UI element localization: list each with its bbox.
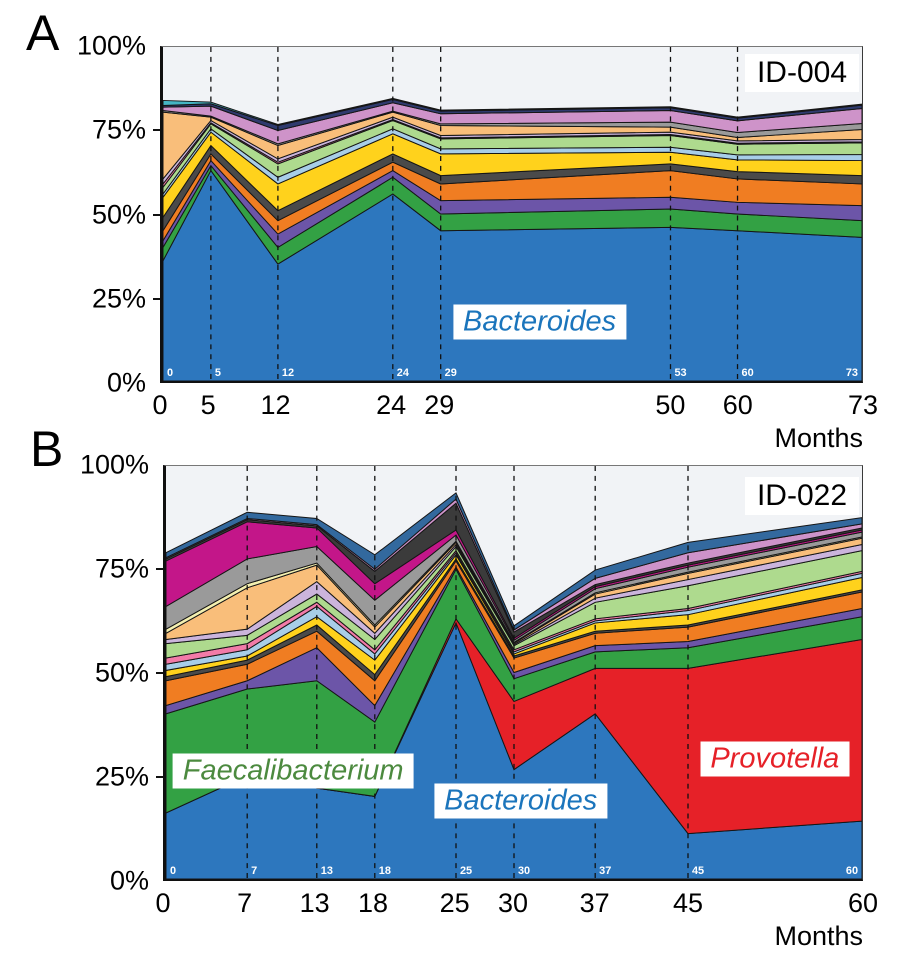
x-tick-label-b-25: 25	[439, 888, 470, 918]
inner-month-label: 0	[167, 367, 173, 379]
panel-b-plot: 0 7 13 18 25 30 37 45 60	[163, 465, 863, 881]
panel-a-letter: A	[26, 5, 60, 61]
x-tick-label-a-5: 5	[200, 390, 216, 420]
y-tick-mark	[153, 213, 160, 216]
x-tick-label-b-30: 30	[497, 888, 529, 918]
x-tick-label-b-37: 37	[579, 888, 610, 918]
y-tick-label-a-25: 25%	[91, 283, 146, 314]
x-tick-label-b-18: 18	[357, 888, 389, 918]
inner-month-label: 30	[518, 865, 530, 877]
inner-month-label: 45	[692, 865, 704, 877]
panel-a-id-badge: ID-004	[744, 54, 859, 92]
y-tick-label-b-75: 75%	[94, 553, 149, 584]
inner-month-label: 18	[379, 865, 391, 877]
y-tick-mark	[153, 297, 160, 300]
y-tick-label-a-0: 0%	[106, 367, 146, 398]
x-tick-label-b-0: 0	[155, 888, 171, 918]
x-tick-label-a-24: 24	[376, 390, 407, 420]
inner-month-label: 25	[460, 865, 472, 877]
area-steel-blue	[166, 492, 862, 631]
inner-month-label: 53	[674, 367, 686, 379]
y-tick-label-b-25: 25%	[94, 761, 149, 792]
inner-month-label: 73	[846, 367, 858, 379]
x-tick-label-a-12: 12	[260, 390, 291, 420]
inner-month-label: 5	[215, 367, 221, 379]
y-tick-label-a-100: 100%	[76, 30, 146, 61]
x-tick-label-b-45: 45	[672, 888, 704, 918]
x-tick-label-a-0: 0	[152, 390, 168, 420]
inner-month-label: 0	[170, 865, 176, 877]
x-tick-label-a-73: 73	[847, 390, 879, 420]
x-tick-label-a-60: 60	[722, 390, 753, 420]
panel-b-months-label: Months	[774, 921, 863, 951]
y-tick-label-a-75: 75%	[91, 114, 146, 145]
y-tick-label-a-50: 50%	[91, 199, 146, 229]
y-tick-mark	[156, 568, 163, 570]
y-tick-mark	[156, 672, 163, 674]
inner-month-label: 29	[445, 367, 457, 379]
x-tick-label-b-13: 13	[299, 888, 330, 918]
y-tick-label-b-50: 50%	[94, 657, 149, 688]
inner-month-label: 7	[251, 865, 257, 877]
panel-b-chart: 0 7 13 18 25 30 37 45 60	[166, 466, 862, 879]
inner-month-label: 24	[397, 367, 409, 379]
panel-b-id-badge: ID-022	[744, 477, 859, 515]
panel-a-plot: 0 5 12 24 29 53 60 73	[160, 46, 863, 383]
y-tick-mark	[153, 129, 160, 132]
x-tick-label-b-7: 7	[237, 888, 253, 918]
inner-month-label: 37	[599, 865, 611, 877]
area-teal	[163, 97, 862, 127]
y-tick-label-b-100: 100%	[79, 449, 149, 480]
x-tick-label-b-60: 60	[847, 888, 879, 918]
y-tick-mark	[156, 776, 163, 778]
y-tick-label-b-0: 0%	[109, 865, 149, 896]
inner-month-label: 60	[846, 865, 858, 877]
panel-a-months-label: Months	[774, 423, 863, 453]
inner-month-label: 13	[321, 865, 333, 877]
inner-month-label: 12	[282, 367, 294, 379]
x-tick-label-a-29: 29	[424, 390, 455, 420]
x-tick-label-a-50: 50	[655, 390, 686, 420]
inner-month-label: 60	[741, 367, 753, 379]
panel-a-chart: 0 5 12 24 29 53 60 73	[163, 47, 862, 381]
panel-b-letter: B	[30, 421, 64, 477]
